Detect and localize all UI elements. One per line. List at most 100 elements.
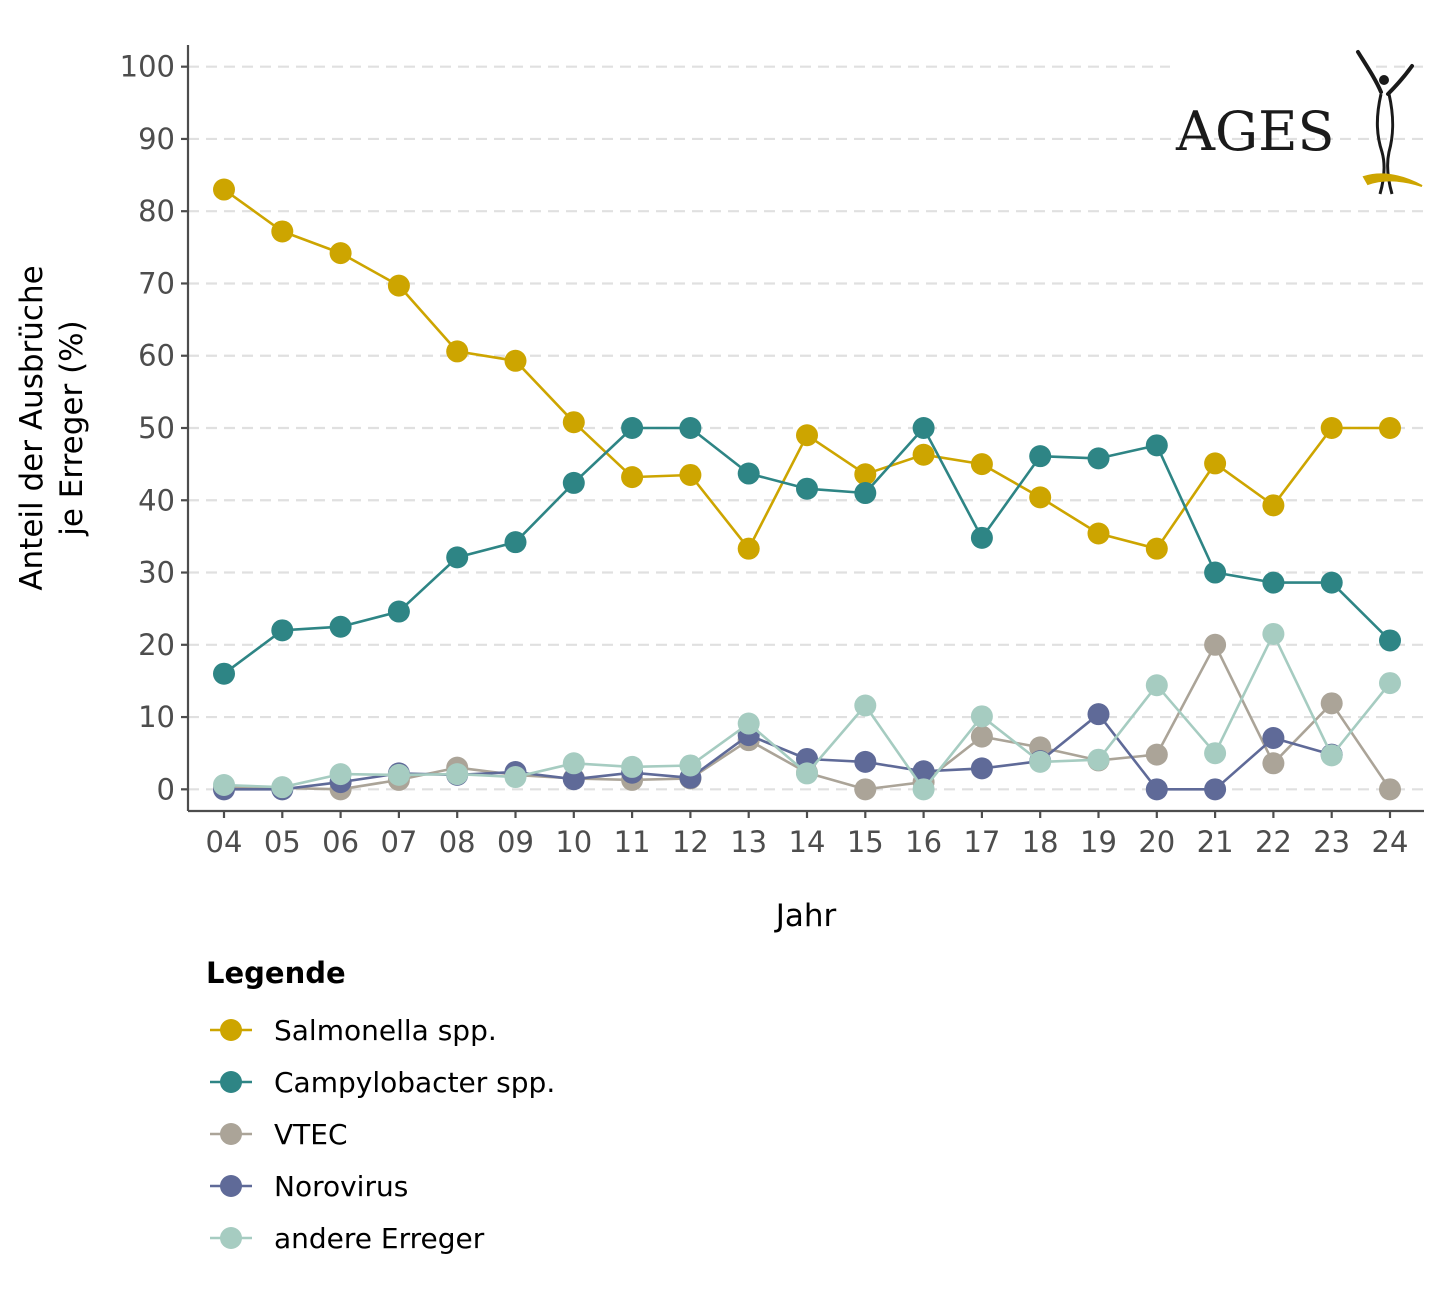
data-point bbox=[504, 349, 527, 372]
data-point bbox=[854, 694, 877, 717]
x-tick-label: 18 bbox=[1022, 825, 1059, 859]
data-point bbox=[679, 463, 702, 486]
data-point bbox=[271, 220, 294, 243]
data-point bbox=[213, 178, 235, 201]
data-point bbox=[213, 773, 235, 796]
data-point bbox=[1087, 703, 1110, 726]
data-point bbox=[1320, 417, 1343, 439]
data-point bbox=[796, 477, 818, 500]
data-point bbox=[562, 411, 585, 434]
series-salmonella-spp bbox=[213, 178, 1401, 560]
legend-item: Salmonella spp. bbox=[210, 1014, 497, 1047]
y-tick-label: 20 bbox=[138, 628, 175, 662]
data-point bbox=[1204, 452, 1227, 475]
ages-logo-text: AGES bbox=[1175, 100, 1335, 163]
x-tick-label: 19 bbox=[1080, 825, 1117, 859]
legend-items: Salmonella spp. Campylobacter spp. VTEC Nor… bbox=[210, 1014, 555, 1255]
data-point bbox=[1262, 494, 1285, 517]
data-point bbox=[271, 776, 294, 799]
legend-key-point bbox=[220, 1175, 242, 1197]
data-point bbox=[446, 763, 469, 786]
y-axis-title-line-1: Anteil der Ausbrüche bbox=[14, 265, 50, 590]
data-point bbox=[446, 340, 469, 363]
y-tick-label: 80 bbox=[138, 194, 175, 228]
y-tick-label: 60 bbox=[138, 339, 175, 373]
data-point bbox=[1379, 778, 1401, 801]
series-campylobacter-spp bbox=[213, 417, 1401, 685]
y-tick-label: 100 bbox=[120, 50, 175, 84]
data-point bbox=[213, 662, 235, 685]
legend: Legende Salmonella spp. Campylobacter spp… bbox=[206, 956, 555, 1255]
data-point bbox=[1379, 417, 1401, 439]
legend-item: andere Erreger bbox=[210, 1222, 485, 1255]
data-point bbox=[621, 466, 644, 489]
data-point bbox=[504, 766, 527, 789]
data-point bbox=[1087, 748, 1110, 771]
data-point bbox=[1320, 744, 1343, 767]
data-point bbox=[854, 482, 877, 505]
data-point bbox=[504, 531, 527, 554]
y-axis-title: Anteil der Ausbrüche je Erreger (%) bbox=[14, 265, 90, 590]
data-point bbox=[1204, 561, 1227, 584]
data-point bbox=[1087, 522, 1110, 545]
data-point bbox=[970, 526, 993, 549]
data-point bbox=[1029, 445, 1052, 468]
legend-label: Norovirus bbox=[274, 1170, 408, 1203]
data-point bbox=[796, 762, 818, 785]
x-tick-label: 12 bbox=[672, 825, 709, 859]
legend-title: Legende bbox=[206, 956, 346, 990]
data-point bbox=[446, 546, 469, 569]
data-point bbox=[679, 754, 702, 777]
data-point bbox=[1320, 571, 1343, 594]
legend-label: andere Erreger bbox=[274, 1222, 485, 1255]
legend-key-point bbox=[220, 1071, 242, 1093]
data-point bbox=[854, 750, 877, 773]
data-point bbox=[1087, 447, 1110, 470]
x-tick-label: 06 bbox=[322, 825, 359, 859]
data-point bbox=[1204, 742, 1227, 765]
data-point bbox=[1145, 778, 1168, 801]
data-point bbox=[1320, 692, 1343, 715]
ages-logo-figure-icon bbox=[1356, 50, 1423, 195]
data-point bbox=[562, 752, 585, 775]
y-axis-ticks: 0 10 20 30 40 50 60 70 80 90 100 bbox=[120, 50, 188, 806]
data-point bbox=[1262, 622, 1285, 645]
x-tick-label: 20 bbox=[1138, 825, 1175, 859]
data-point bbox=[970, 453, 993, 476]
legend-key-point bbox=[220, 1227, 242, 1249]
data-point bbox=[912, 778, 935, 801]
data-point bbox=[1029, 750, 1052, 773]
y-tick-label: 90 bbox=[138, 122, 175, 156]
data-point bbox=[329, 763, 352, 786]
data-point bbox=[1145, 434, 1168, 457]
legend-label: VTEC bbox=[274, 1118, 348, 1151]
series-andere-erreger bbox=[213, 622, 1401, 801]
data-point bbox=[1145, 674, 1168, 697]
y-tick-label: 70 bbox=[138, 266, 175, 300]
data-point bbox=[387, 600, 410, 623]
data-point bbox=[1379, 629, 1401, 652]
data-point bbox=[970, 725, 993, 748]
data-point bbox=[854, 463, 877, 486]
data-point bbox=[329, 242, 352, 265]
x-tick-label: 17 bbox=[963, 825, 1000, 859]
x-tick-label: 10 bbox=[555, 825, 592, 859]
x-tick-label: 07 bbox=[380, 825, 417, 859]
y-tick-label: 30 bbox=[138, 556, 175, 590]
y-tick-label: 40 bbox=[138, 483, 175, 517]
y-tick-label: 50 bbox=[138, 411, 175, 445]
legend-label: Salmonella spp. bbox=[274, 1014, 497, 1047]
legend-key-point bbox=[220, 1019, 242, 1041]
data-point bbox=[679, 417, 702, 439]
x-tick-label: 24 bbox=[1372, 825, 1409, 859]
data-point bbox=[912, 443, 935, 466]
data-point bbox=[387, 274, 410, 297]
data-point bbox=[1145, 537, 1168, 560]
data-point bbox=[1379, 672, 1401, 695]
data-point bbox=[271, 619, 294, 642]
y-axis-title-line-2: je Erreger (%) bbox=[54, 320, 90, 536]
data-point bbox=[562, 768, 585, 791]
legend-label: Campylobacter spp. bbox=[274, 1066, 555, 1099]
data-point bbox=[737, 712, 760, 735]
